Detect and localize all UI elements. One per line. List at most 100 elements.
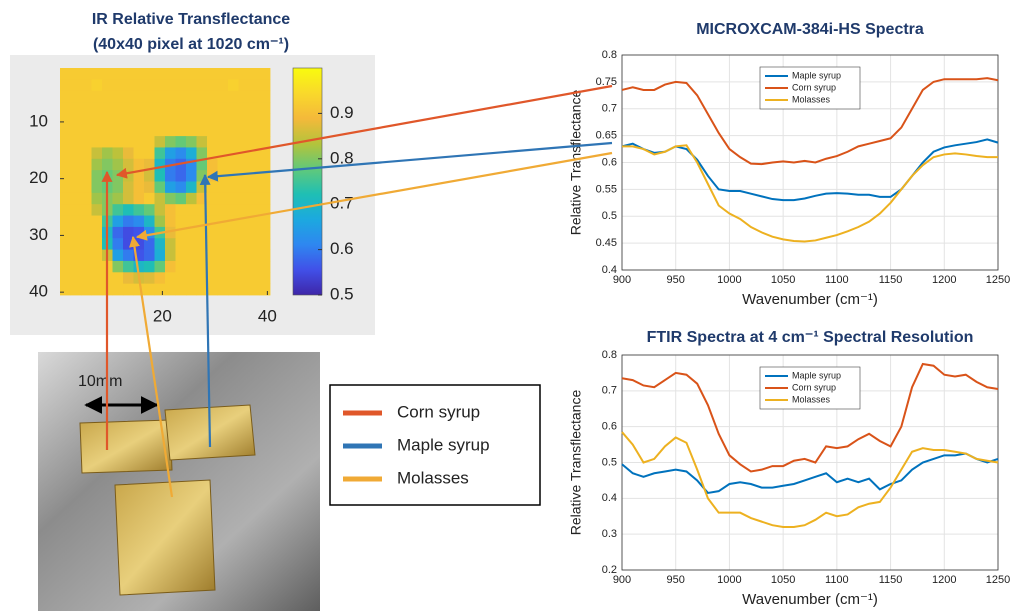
- y-tick-label: 0.8: [602, 49, 617, 61]
- heatmap-cell: [134, 79, 145, 91]
- heatmap-cell: [186, 204, 197, 216]
- legend-label: Corn syrup: [792, 82, 836, 92]
- heatmap-cell: [92, 68, 103, 80]
- heatmap-cell: [113, 193, 124, 205]
- heatmap-cell: [197, 136, 208, 148]
- heatmap-cell: [176, 204, 187, 216]
- heatmap-cell: [165, 204, 176, 216]
- heatmap-cell: [81, 238, 92, 250]
- heatmap-cell: [144, 91, 155, 103]
- heatmap-cell: [176, 261, 187, 273]
- heatmap-cell: [207, 193, 218, 205]
- heatmap-cell: [92, 182, 103, 194]
- legend-label: Maple syrup: [792, 370, 841, 380]
- heatmap-cell: [176, 79, 187, 91]
- heatmap-cell: [207, 216, 218, 228]
- heatmap-cell: [144, 204, 155, 216]
- x-tick-label: 1050: [771, 574, 795, 586]
- heatmap-cell: [186, 136, 197, 148]
- heatmap-cell: [239, 136, 250, 148]
- heatmap-cell: [123, 204, 134, 216]
- heatmap-cell: [186, 238, 197, 250]
- heatmap-cell: [249, 79, 260, 91]
- heatmap-cell: [260, 250, 271, 262]
- heatmap-cell: [207, 125, 218, 137]
- heatmap-cell: [81, 159, 92, 171]
- heatmap-cell: [260, 102, 271, 114]
- heatmap-cell: [176, 147, 187, 159]
- heatmap-cell: [134, 159, 145, 171]
- heatmap-cell: [71, 238, 82, 250]
- heatmap-cell: [60, 102, 71, 114]
- x-tick-label: 1200: [932, 574, 956, 586]
- x-axis-label: Wavenumber (cm⁻¹): [742, 591, 878, 608]
- heatmap-cell: [186, 216, 197, 228]
- chart-title: IR Relative Transflectance: [92, 11, 290, 28]
- heatmap-cell: [123, 147, 134, 159]
- heatmap-cell: [239, 193, 250, 205]
- figure: 10mm 2040102030400.50.60.70.80.9IR Relat…: [0, 0, 1016, 611]
- heatmap-cell: [113, 68, 124, 80]
- heatmap-cell: [186, 147, 197, 159]
- heatmap-cell: [71, 272, 82, 284]
- heatmap-cell: [60, 250, 71, 262]
- legend-label: Molasses: [792, 94, 831, 104]
- legend-label: Molasses: [397, 468, 469, 487]
- heatmap-cell: [113, 136, 124, 148]
- heatmap-cell: [71, 284, 82, 296]
- colorbar: [293, 68, 322, 295]
- heatmap-cell: [81, 91, 92, 103]
- heatmap-cell: [113, 261, 124, 273]
- y-tick-label: 30: [29, 225, 48, 244]
- x-tick-label: 1200: [932, 274, 956, 286]
- heatmap-cell: [123, 261, 134, 273]
- heatmap-cell: [144, 227, 155, 239]
- heatmap-cell: [165, 102, 176, 114]
- heatmap-cell: [81, 125, 92, 137]
- heatmap-cell: [155, 272, 166, 284]
- heatmap-cell: [71, 125, 82, 137]
- heatmap-cell: [260, 261, 271, 273]
- heatmap-cell: [60, 159, 71, 171]
- heatmap-cell: [123, 193, 134, 205]
- heatmap-cell: [144, 147, 155, 159]
- heatmap-cell: [228, 136, 239, 148]
- heatmap-cell: [81, 102, 92, 114]
- heatmap-cell: [102, 136, 113, 148]
- heatmap-cell: [144, 170, 155, 182]
- heatmap-cell: [81, 272, 92, 284]
- heatmap-cell: [71, 261, 82, 273]
- heatmap-cell: [123, 136, 134, 148]
- y-tick-label: 0.55: [596, 183, 617, 195]
- heatmap-cell: [207, 261, 218, 273]
- heatmap-cell: [239, 182, 250, 194]
- heatmap-cell: [60, 182, 71, 194]
- heatmap-cell: [60, 79, 71, 91]
- heatmap-cell: [165, 125, 176, 137]
- heatmap-cell: [155, 193, 166, 205]
- heatmap-cell: [249, 113, 260, 125]
- x-axis-label: Wavenumber (cm⁻¹): [742, 291, 878, 308]
- heatmap-cell: [92, 250, 103, 262]
- heatmap-cell: [123, 272, 134, 284]
- heatmap-cell: [155, 250, 166, 262]
- heatmap-cell: [71, 250, 82, 262]
- heatmap-cell: [176, 136, 187, 148]
- heatmap-cell: [249, 272, 260, 284]
- heatmap-cell: [249, 261, 260, 273]
- y-tick-label: 0.8: [602, 349, 617, 361]
- heatmap-cell: [71, 216, 82, 228]
- heatmap-cell: [207, 182, 218, 194]
- heatmap-cell: [92, 113, 103, 125]
- heatmap-cell: [218, 284, 229, 296]
- y-tick-label: 0.3: [602, 528, 617, 540]
- heatmap-cell: [249, 204, 260, 216]
- heatmap-cell: [71, 204, 82, 216]
- heatmap-cell: [186, 261, 197, 273]
- heatmap-cell: [249, 182, 260, 194]
- x-tick-label: 1050: [771, 274, 795, 286]
- heatmap-cell: [134, 68, 145, 80]
- y-axis-label: Relative Transflectance: [568, 90, 584, 236]
- x-tick-label: 1100: [825, 274, 849, 286]
- heatmap-cell: [239, 261, 250, 273]
